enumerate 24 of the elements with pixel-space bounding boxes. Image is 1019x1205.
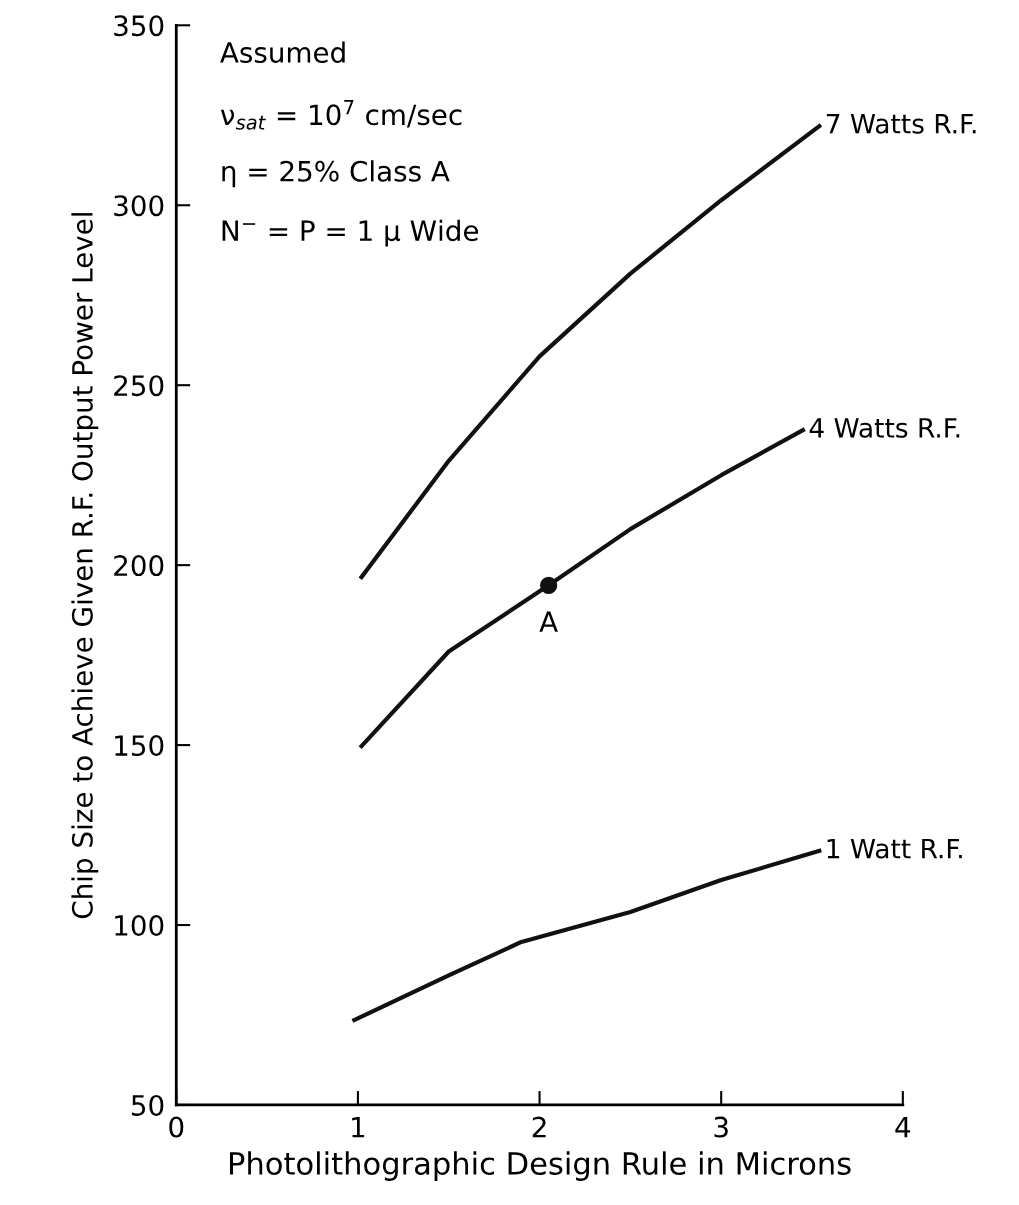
x-axis-title: Photolithographic Design Rule in Microns bbox=[230, 1151, 851, 1181]
y-axis-title: Chip Size to Achieve Given R.F. Output Power Level bbox=[71, 213, 99, 919]
x-tick-label: 3 bbox=[714, 1116, 728, 1138]
x-tick-label: 2 bbox=[532, 1116, 546, 1138]
x-tick-label: 4 bbox=[895, 1116, 911, 1138]
y-tick-label: 350 bbox=[114, 15, 164, 37]
annotation: Assumed bbox=[220, 41, 345, 63]
series-label: 4 Watts R.F. bbox=[809, 418, 960, 438]
series-label: 1 Watt R.F. bbox=[827, 838, 962, 859]
y-tick-label: 250 bbox=[114, 375, 164, 397]
annotation: ν$_{sat}$ = 10$^{7}$ cm/sec bbox=[220, 100, 462, 130]
y-tick-label: 50 bbox=[131, 1094, 164, 1116]
annotation: N$^{−}$ = P = 1 μ Wide bbox=[222, 219, 479, 247]
x-tick-label: 0 bbox=[169, 1116, 184, 1138]
y-tick-label: 200 bbox=[114, 555, 164, 577]
annotation: η = 25% Class A bbox=[222, 160, 450, 188]
y-tick-label: 300 bbox=[114, 195, 164, 217]
y-tick-label: 150 bbox=[115, 735, 164, 757]
line-series bbox=[359, 428, 806, 749]
x-tick-label: 1 bbox=[352, 1116, 365, 1138]
y-tick-label: 100 bbox=[115, 914, 164, 936]
series-label: 7 Watts R.F. bbox=[826, 114, 976, 134]
annotation: A bbox=[539, 611, 558, 632]
line-series bbox=[352, 848, 822, 1023]
